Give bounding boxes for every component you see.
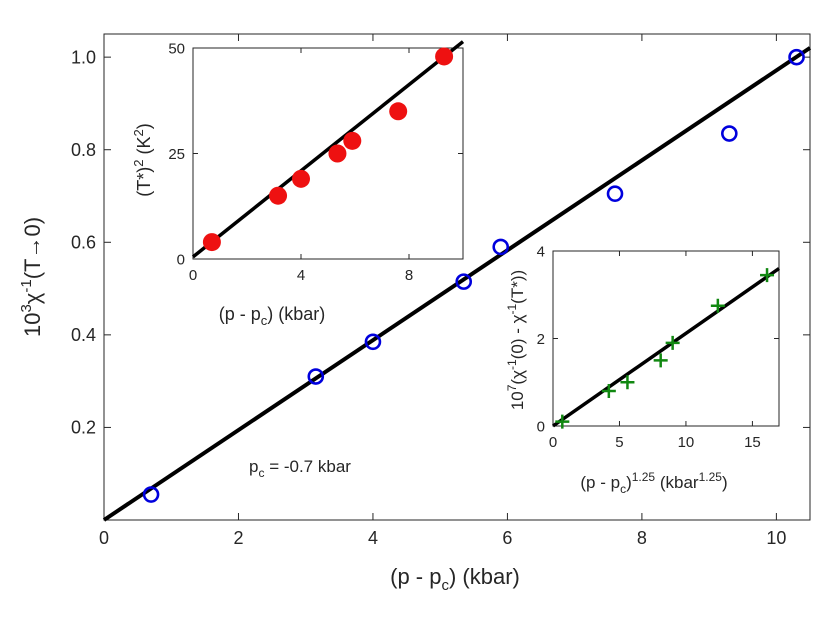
inset1-data-point (292, 169, 310, 188)
inset2-fit-line-path (551, 267, 781, 428)
main-data-point (606, 185, 624, 202)
inset-top-left-data-points (202, 47, 454, 252)
inset2-y-tick-label: 4 (537, 243, 545, 260)
inset-bottom-right-x-ticks: 0 5 10 15 (549, 251, 761, 451)
inset1-data-point (202, 233, 221, 252)
inset2-y-tick-label: 0 (537, 418, 545, 435)
main-y-tick-label: 0.8 (71, 140, 96, 160)
main-x-tick-label: 10 (766, 528, 786, 548)
main-x-tick-label: 6 (502, 528, 512, 548)
inset1-data-point (269, 186, 288, 205)
main-x-tick-label: 2 (233, 528, 243, 548)
pc-annotation: pc = -0.7 kbar (249, 457, 351, 480)
main-y-axis-label: 103χ-1(T→0) (18, 217, 45, 337)
inset-top-left-y-ticks: 0 25 50 (168, 40, 463, 268)
main-data-point (142, 486, 160, 503)
inset2-y-tick-label: 2 (537, 331, 545, 348)
inset1-y-tick-label: 0 (177, 251, 185, 268)
main-y-tick-label: 0.2 (71, 418, 96, 438)
inset2-data-point (601, 384, 616, 398)
inset1-x-tick-label: 0 (189, 267, 197, 284)
inset-bottom-right-panel: 0 5 10 15 0 2 4 (p - pc)1.25 (kbar1.25) 107(χ… (505, 243, 781, 496)
main-data-point (364, 333, 382, 351)
inset2-x-tick-label: 15 (744, 434, 761, 451)
inset1-fit-line-path (191, 40, 465, 259)
inset-bottom-right-x-axis-label: (p - pc)1.25 (kbar1.25) (580, 470, 727, 496)
inset1-y-tick-label: 25 (168, 146, 185, 163)
inset1-y-tick-label: 50 (168, 40, 185, 57)
main-x-tick-label: 8 (637, 528, 647, 548)
inset-top-left-x-axis-label: (p - pc) (kbar) (219, 304, 326, 328)
inset2-data-point (620, 375, 635, 390)
inset-bottom-right-fit-line (551, 267, 781, 428)
inset1-data-point (343, 131, 362, 150)
inset2-x-tick-label: 5 (615, 434, 623, 451)
inset2-data-point (555, 414, 570, 429)
main-data-points (142, 48, 805, 503)
inset-bottom-right-y-axis-label: 107(χ-1(0) - χ-1(T*)) (505, 270, 527, 410)
main-x-ticks: 0 2 4 6 8 10 (99, 34, 786, 548)
main-data-point (492, 238, 510, 256)
inset-top-left-panel: 0 4 8 0 25 50 (p - pc) (kbar) (T*)2 (K2) (131, 40, 465, 328)
inset1-x-tick-label: 8 (405, 267, 413, 284)
inset-bottom-right-frame (552, 250, 780, 427)
main-y-ticks: 0.2 0.4 0.6 0.8 1.0 (71, 47, 810, 438)
main-data-point (788, 48, 805, 66)
inset1-data-point (389, 102, 408, 121)
main-y-tick-label: 0.4 (71, 325, 96, 345)
inset2-data-point (653, 353, 668, 368)
inset1-x-tick-label: 4 (297, 267, 305, 284)
inset1-data-point (435, 47, 454, 66)
main-x-axis-label: (p - pc) (kbar) (390, 564, 520, 594)
inset2-x-tick-label: 0 (549, 434, 557, 451)
main-x-tick-label: 4 (368, 528, 378, 548)
inset2-data-point (710, 298, 725, 313)
inset2-x-tick-label: 10 (678, 434, 695, 451)
inset-top-left-fit-line (191, 40, 465, 259)
main-y-tick-label: 1.0 (71, 47, 96, 67)
inset-bottom-right-data-points (555, 268, 775, 429)
inset2-data-point (760, 268, 775, 283)
inset1-data-point (328, 144, 347, 163)
inset-top-left-y-axis-label: (T*)2 (K2) (131, 123, 154, 196)
main-x-tick-label: 0 (99, 528, 109, 548)
main-data-point (455, 273, 473, 290)
main-data-point (721, 125, 738, 142)
main-data-point (307, 368, 325, 385)
inset-top-left-frame (192, 47, 464, 260)
inset2-data-point (665, 335, 680, 350)
main-y-tick-label: 0.6 (71, 233, 96, 253)
